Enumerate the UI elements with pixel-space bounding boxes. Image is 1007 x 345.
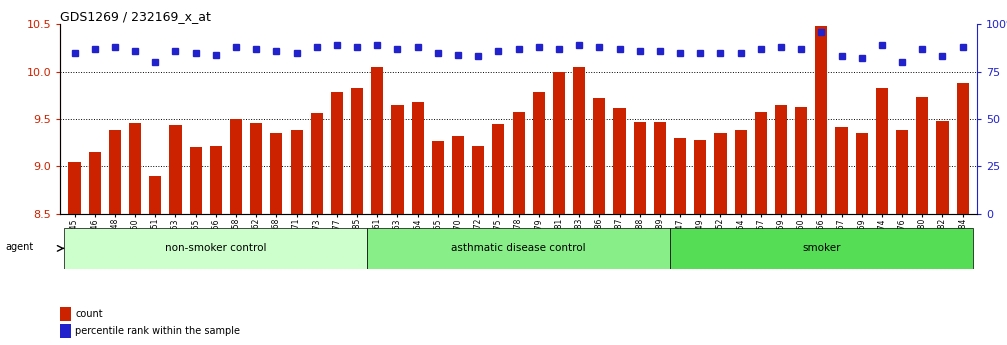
FancyBboxPatch shape [64,228,368,269]
Text: asthmatic disease control: asthmatic disease control [451,244,586,253]
Bar [250,123,262,214]
Text: percentile rank within the sample: percentile rank within the sample [76,326,240,336]
Bar [796,107,808,214]
Bar [734,130,746,214]
Bar [149,176,161,214]
Bar [674,138,686,214]
Bar [452,136,464,214]
Bar [856,133,868,214]
Bar [593,98,605,214]
Bar [392,105,404,214]
Text: smoker: smoker [803,244,841,253]
Text: non-smoker control: non-smoker control [165,244,267,253]
FancyBboxPatch shape [368,228,670,269]
Bar [351,88,364,214]
Bar [755,112,767,214]
Bar [89,152,101,214]
Bar [412,102,424,214]
Bar [60,324,71,338]
Bar [472,146,484,214]
Bar [372,67,384,214]
Bar [553,71,565,214]
Bar [775,105,787,214]
Text: GDS1269 / 232169_x_at: GDS1269 / 232169_x_at [60,10,211,23]
Bar [68,162,81,214]
Bar [169,125,181,214]
Bar [492,124,505,214]
FancyBboxPatch shape [670,228,973,269]
Bar [694,140,706,214]
Bar [916,97,928,214]
Bar [513,112,525,214]
Bar [109,130,121,214]
Bar [816,26,828,214]
Bar [209,146,222,214]
Bar [613,108,625,214]
Text: count: count [76,309,103,319]
Bar [533,92,545,214]
Bar [189,148,201,214]
Bar [230,119,242,214]
Bar [331,92,343,214]
Bar [633,122,645,214]
Bar [432,141,444,214]
Bar [714,133,726,214]
Bar [836,127,848,214]
Bar [654,122,666,214]
Bar [896,130,908,214]
Bar [937,121,949,214]
Bar [876,88,888,214]
Bar [291,130,303,214]
Bar [129,123,141,214]
Bar [60,307,71,321]
Bar [311,113,323,214]
Bar [573,67,585,214]
Bar [957,83,969,214]
Text: agent: agent [5,242,33,252]
Bar [270,133,282,214]
